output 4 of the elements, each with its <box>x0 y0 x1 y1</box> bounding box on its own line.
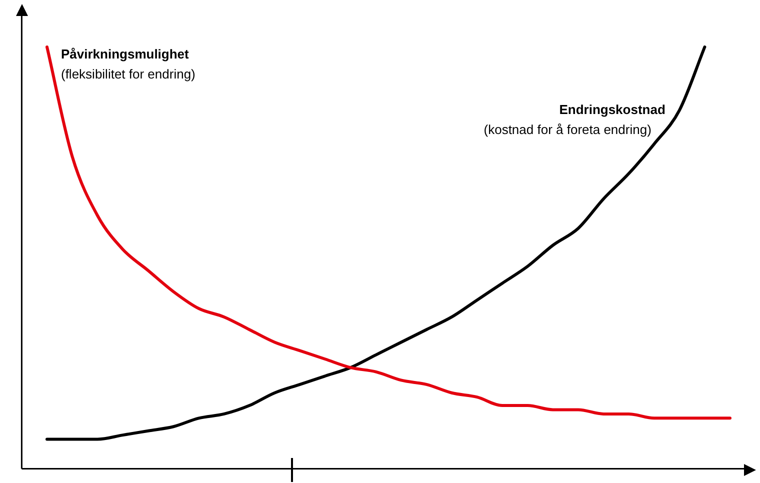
series-label: Endringskostnad <box>559 102 666 117</box>
annotation: (fleksibilitet for endring) <box>60 66 196 82</box>
annotation: (kostnad for å foreta endring) <box>484 122 652 137</box>
series-label: Påvirkningsmulighet <box>60 46 190 62</box>
